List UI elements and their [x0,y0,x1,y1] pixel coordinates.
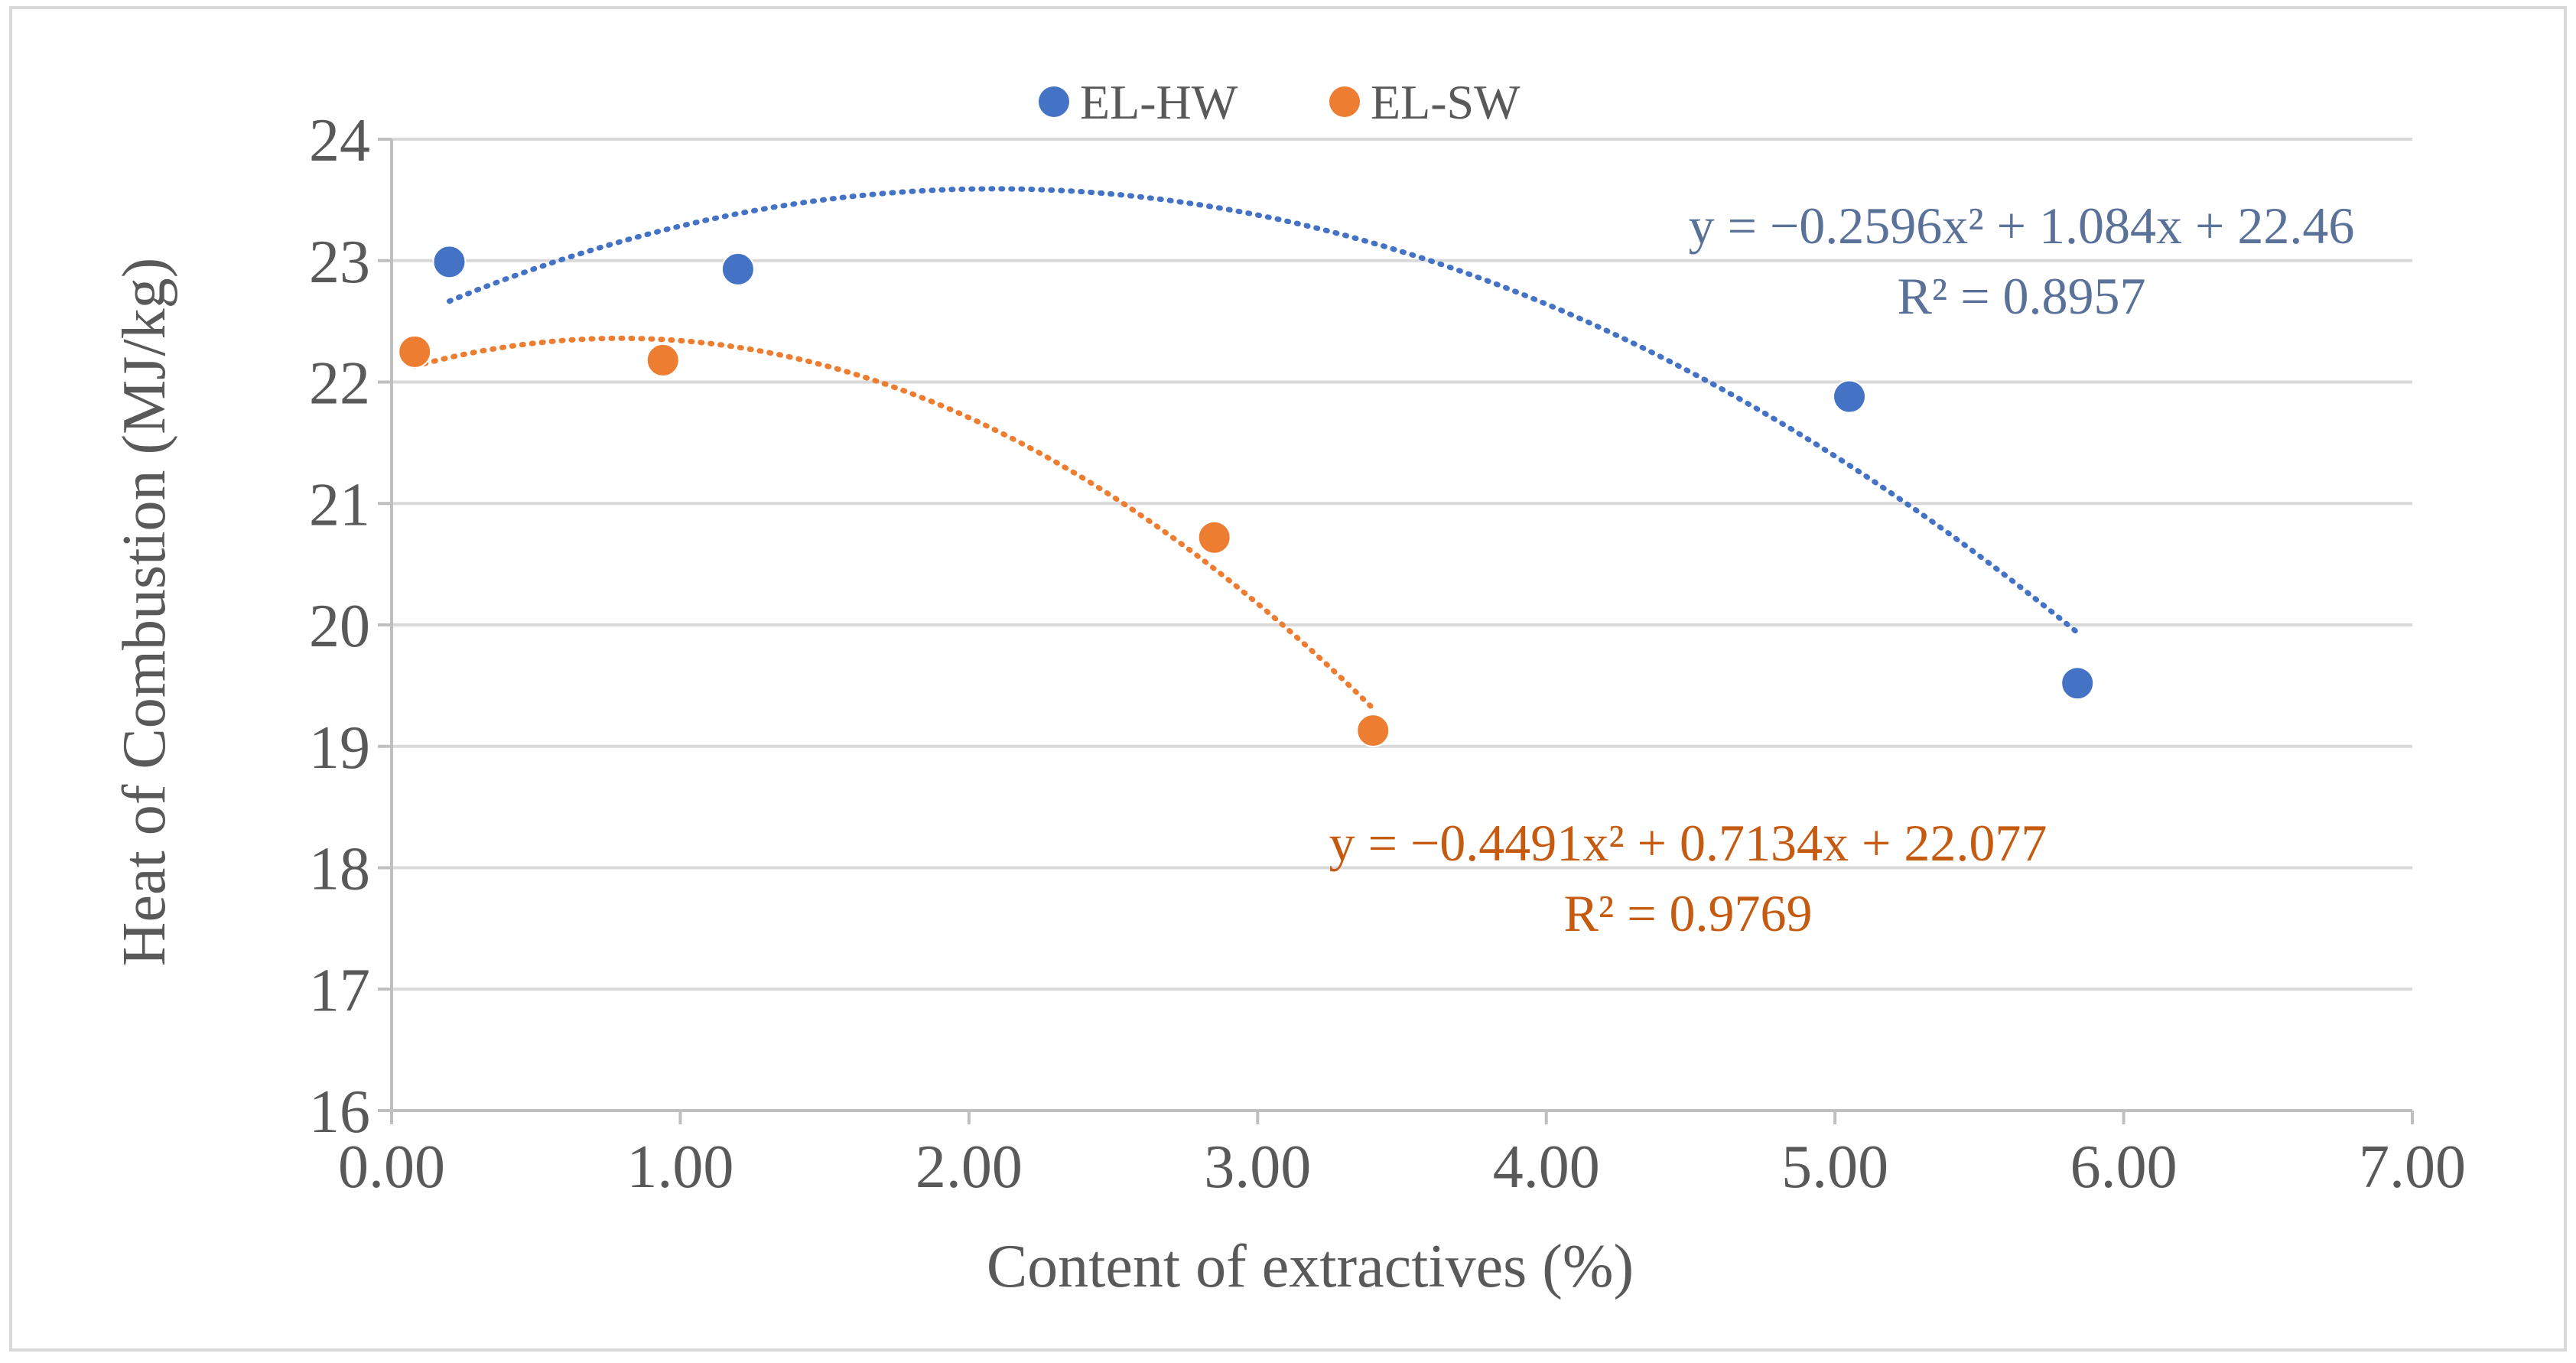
data-point-el-sw[interactable] [1356,714,1390,748]
legend-label-el-hw: EL-HW [1080,75,1238,129]
y-tick-label: 16 [309,1078,370,1146]
x-tick-label: 6.00 [2070,1134,2178,1201]
trendline-label-el-hw: y = −0.2596x² + 1.084x + 22.46 R² = 0.89… [1689,197,2355,325]
data-point-el-hw[interactable] [432,245,467,279]
data-points [398,245,2095,748]
trendline-r-squared-el-sw: R² = 0.9769 [1563,884,1812,942]
trendline-el-hw [447,186,2080,636]
y-tick-label: 21 [309,471,370,538]
trendline-equation-el-hw: y = −0.2596x² + 1.084x + 22.46 [1689,197,2355,255]
legend-item-el-sw[interactable]: EL-SW [1329,75,1521,129]
y-tick-label: 17 [309,957,370,1024]
y-tick-label: 18 [309,836,370,903]
trendline-label-el-sw: y = −0.4491x² + 0.7134x + 22.077 R² = 0.… [1329,814,2047,942]
gridlines [392,138,2412,991]
trendlines [411,186,2080,711]
legend: EL-HW EL-SW [1039,75,1521,129]
legend-marker-el-sw [1329,86,1360,117]
data-point-el-hw[interactable] [1833,379,1867,414]
legend-marker-el-hw [1039,86,1069,117]
data-point-el-sw[interactable] [398,334,432,369]
y-tick-label: 23 [309,229,370,296]
y-tick-label: 19 [309,714,370,782]
data-point-el-hw[interactable] [2060,666,2095,701]
x-axis-label: Content of extractives (%) [987,1233,1634,1300]
legend-item-el-hw[interactable]: EL-HW [1039,75,1238,129]
legend-label-el-sw: EL-SW [1371,75,1521,129]
data-point-el-sw[interactable] [646,343,680,377]
x-tick-label: 4.00 [1493,1134,1600,1201]
x-tick-label: 0.00 [338,1134,445,1201]
chart-border [9,6,2567,1352]
x-tick-labels: 0.00 1.00 2.00 3.00 4.00 5.00 6.00 7.00 [338,1134,2466,1201]
y-axis-label: Heat of Combustion (MJ/kg) [111,258,178,967]
trendline-el-sw [411,335,1376,711]
y-tick-label: 20 [309,593,370,660]
trendline-r-squared-el-hw: R² = 0.8957 [1897,267,2145,325]
data-point-el-hw[interactable] [720,252,755,286]
y-tick-label: 24 [309,107,370,174]
x-tick-label: 5.00 [1781,1134,1888,1201]
x-tick-label: 2.00 [916,1134,1023,1201]
x-tick-label: 7.00 [2359,1134,2466,1201]
trendline-equation-el-sw: y = −0.4491x² + 0.7134x + 22.077 [1329,814,2047,872]
data-point-el-sw[interactable] [1197,520,1231,555]
axes [378,138,2414,1124]
x-tick-label: 1.00 [626,1134,733,1201]
y-tick-label: 22 [309,350,370,418]
x-tick-label: 3.00 [1204,1134,1311,1201]
y-tick-labels: 16 17 18 19 20 21 22 23 24 [309,107,370,1146]
